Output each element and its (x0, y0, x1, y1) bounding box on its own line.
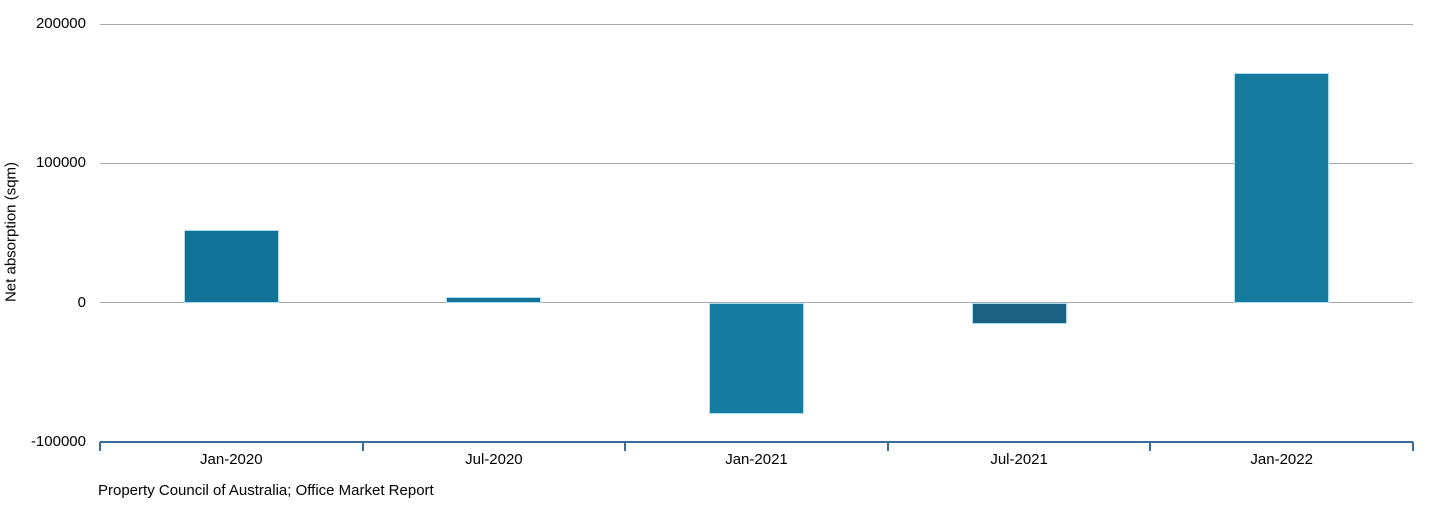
gridline-200000 (100, 23, 1413, 25)
x-axis-tick-2 (624, 442, 627, 451)
y-tick-label-100000: 100000 (35, 154, 86, 172)
bar-jan-2020 (183, 230, 279, 303)
x-axis-line (100, 441, 1413, 443)
x-axis-tick-5 (1412, 442, 1414, 451)
x-axis-tick-1 (361, 442, 364, 451)
x-tick-label-jan-2020: Jan-2020 (200, 451, 263, 468)
bar-jul-2021 (971, 302, 1067, 324)
y-axis-title: Net absorption (sqm) (2, 161, 20, 303)
bar-jan-2022 (1234, 72, 1330, 303)
y-tick-label-200000: 200000 (35, 15, 86, 32)
x-tick-label-jul-2021: Jul-2021 (990, 451, 1048, 468)
y-tick-label--100000: -100000 (30, 433, 86, 450)
bar-jan-2021 (709, 302, 804, 415)
gridline-100000 (100, 162, 1413, 164)
x-tick-label-jan-2022: Jan-2022 (1250, 451, 1313, 468)
x-axis-tick-3 (886, 442, 889, 451)
source-note: Property Council of Australia; Office Ma… (98, 482, 434, 499)
x-axis-tick-0 (99, 442, 101, 451)
y-tick-label-0: 0 (77, 293, 86, 311)
x-tick-label-jan-2021: Jan-2021 (725, 451, 788, 468)
x-axis-tick-4 (1149, 442, 1152, 451)
bar-jul-2020 (446, 297, 542, 303)
x-tick-label-jul-2020: Jul-2020 (465, 451, 523, 468)
